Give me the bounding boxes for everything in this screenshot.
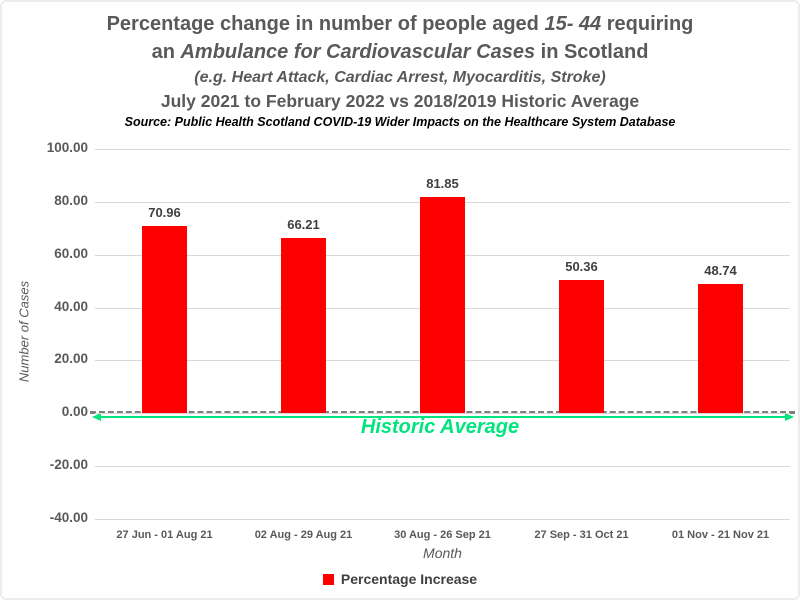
y-tick-label: -40.00 — [49, 510, 88, 525]
y-tick-label: 80.00 — [54, 192, 88, 208]
bar-4 — [559, 280, 604, 414]
historic-average-arrow-line — [92, 413, 794, 421]
gridline — [95, 519, 790, 520]
legend-swatch-red — [322, 573, 334, 585]
bar-value-label: 81.85 — [426, 175, 459, 191]
bar-value-label: 70.96 — [148, 204, 181, 220]
y-tick-label: 40.00 — [54, 298, 88, 314]
chart-subtitle-period: July 2021 to February 2022 vs 2018/2019 … — [160, 91, 640, 111]
bar-value-label: 66.21 — [287, 217, 320, 233]
chart-source-note: Source: Public Health Scotland COVID-19 … — [124, 115, 676, 129]
x-tick-label: 27 Sep - 31 Oct 21 — [534, 529, 629, 541]
y-tick-label: 100.00 — [46, 140, 88, 155]
y-tick-label: -20.00 — [49, 457, 88, 473]
gridline — [95, 149, 790, 150]
gridline — [95, 466, 790, 468]
y-axis-title: Number of Cases — [16, 280, 32, 383]
title-block: Percentage change in number of people ag… — [2, 10, 798, 131]
bar-3 — [420, 196, 465, 414]
y-tick-label: 60.00 — [54, 245, 88, 261]
bar-value-label: 48.74 — [704, 263, 737, 279]
bar-5 — [698, 284, 743, 414]
y-tick-label: 20.00 — [54, 351, 88, 367]
bar-2 — [281, 238, 326, 414]
bar-value-label: 50.36 — [565, 259, 598, 275]
x-tick-label: 01 Nov - 21 Nov 21 — [671, 529, 770, 541]
legend-label: Percentage Increase — [340, 571, 478, 587]
historic-average-label: Historic Average — [360, 416, 520, 438]
chart-subtitle-examples: (e.g. Heart Attack, Cardiac Arrest, Myoc… — [194, 69, 606, 86]
chart-title-line1: Percentage change in number of people ag… — [106, 13, 694, 35]
chart-title-line2: an Ambulance for Cardiovascular Cases in… — [151, 41, 649, 63]
bar-1 — [142, 225, 187, 414]
gridline — [95, 413, 790, 415]
legend: Percentage Increase — [2, 571, 798, 587]
x-axis-title: Month — [423, 545, 462, 561]
x-tick-label: 27 Jun - 01 Aug 21 — [116, 529, 213, 541]
x-tick-label: 02 Aug - 29 Aug 21 — [254, 529, 353, 541]
x-tick-label: 30 Aug - 26 Sep 21 — [394, 529, 491, 541]
y-tick-label: 0.00 — [61, 404, 88, 420]
